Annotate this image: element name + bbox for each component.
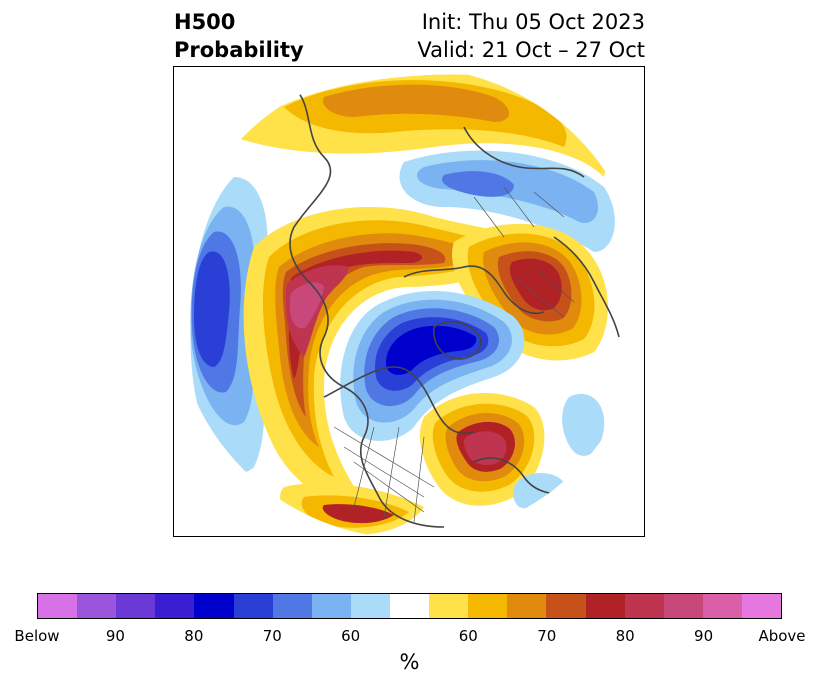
colorbar-unit: %: [399, 650, 420, 674]
colorbar: [37, 593, 782, 619]
coastlines: [289, 86, 620, 528]
colorbar-swatch: [116, 594, 156, 618]
colorbar-swatch: [429, 594, 469, 618]
colorbar-swatch: [77, 594, 117, 618]
anomaly-above-top: [234, 74, 606, 177]
colorbar-tick-label: Below: [14, 627, 60, 645]
colorbar-swatch: [194, 594, 234, 618]
colorbar-swatch: [468, 594, 508, 618]
colorbar-swatch: [311, 594, 351, 618]
anomaly-above-bering: [243, 207, 534, 517]
political-borders: [333, 186, 575, 523]
title-variable: H500: [174, 10, 236, 34]
colorbar-swatch: [702, 594, 742, 618]
colorbar-tick-label: 60: [458, 627, 478, 645]
forecast-field: [174, 67, 644, 536]
colorbar-tick-label: 90: [105, 627, 125, 645]
colorbar-swatch: [155, 594, 195, 618]
colorbar-ticks: Below 90 80 70 60 60 70 80 90 Above: [14, 627, 805, 647]
colorbar-swatch: [350, 594, 390, 618]
anomaly-below-pacific: [190, 177, 268, 473]
colorbar-tick-label: 60: [341, 627, 361, 645]
probability-map: [174, 67, 644, 536]
title-quantity: Probability: [174, 38, 304, 62]
map-panel: [173, 66, 645, 537]
colorbar-swatch: [663, 594, 703, 618]
colorbar-tick-label: Above: [758, 627, 806, 645]
colorbar-swatch: [585, 594, 625, 618]
colorbar-tick-label: 80: [184, 627, 204, 645]
colorbar-swatch: [507, 594, 547, 618]
colorbar-swatch: [38, 594, 78, 618]
colorbar-swatch: [624, 594, 664, 618]
colorbar-tick-label: 90: [694, 627, 714, 645]
colorbar-tick-label: 70: [262, 627, 282, 645]
colorbar-tick-label: 70: [537, 627, 557, 645]
colorbar-swatch: [741, 594, 782, 618]
colorbar-swatch: [546, 594, 586, 618]
title-right: Init: Thu 05 Oct 2023 Valid: 21 Oct – 27…: [417, 8, 645, 64]
colorbar-swatch: [389, 594, 430, 618]
anomaly-below-canada: [340, 290, 525, 441]
colorbar-swatch: [233, 594, 273, 618]
colorbar-tick-label: 80: [615, 627, 635, 645]
title-valid-range: Valid: 21 Oct – 27 Oct: [417, 38, 645, 62]
title-init-date: Init: Thu 05 Oct 2023: [421, 10, 645, 34]
colorbar-swatch: [272, 594, 312, 618]
title-left: H500 Probability: [174, 8, 304, 64]
